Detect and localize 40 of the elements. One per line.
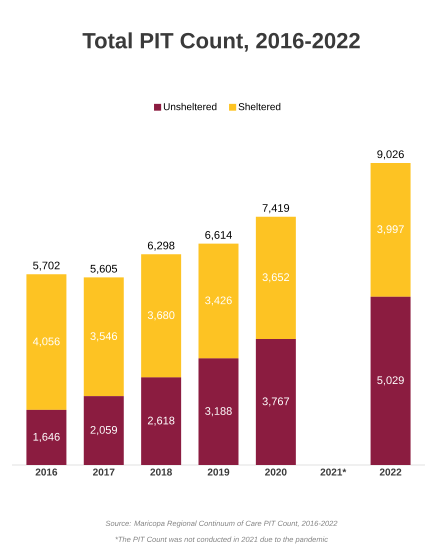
bar bbox=[198, 244, 238, 358]
total-label: 9,026 bbox=[377, 150, 404, 160]
data-label: 3,426 bbox=[205, 296, 232, 306]
legend-label: Unsheltered bbox=[164, 102, 216, 110]
data-label: 2,059 bbox=[90, 426, 118, 436]
data-label: 3,188 bbox=[205, 407, 232, 416]
chart-title: Total PIT Count, 2016-2022 bbox=[82, 32, 360, 52]
bar bbox=[256, 216, 296, 339]
data-label: 3,652 bbox=[262, 273, 290, 282]
x-tick-label: 2017 bbox=[93, 468, 114, 476]
total-label: 7,419 bbox=[262, 204, 290, 214]
data-label: 1,646 bbox=[33, 432, 60, 442]
x-tick-label: 2021* bbox=[320, 468, 346, 476]
data-label: 3,767 bbox=[262, 397, 290, 407]
total-label: 5,702 bbox=[33, 262, 60, 271]
data-label: 4,056 bbox=[32, 338, 60, 347]
bar bbox=[26, 410, 66, 465]
legend-label: Sheltered bbox=[238, 102, 280, 110]
x-tick-label: 2019 bbox=[208, 468, 230, 476]
data-label: 5,029 bbox=[377, 376, 404, 386]
bar bbox=[141, 377, 182, 465]
total-label: 6,298 bbox=[148, 242, 174, 251]
bar bbox=[84, 396, 124, 465]
bar bbox=[26, 274, 66, 410]
x-tick-label: 2022 bbox=[380, 468, 402, 476]
bar bbox=[198, 358, 238, 465]
x-tick-label: 2016 bbox=[36, 468, 58, 476]
x-tick-label: 2018 bbox=[150, 468, 172, 476]
total-label: 5,605 bbox=[90, 264, 118, 274]
bar bbox=[84, 277, 124, 396]
bar bbox=[370, 296, 411, 465]
total-label: 6,614 bbox=[205, 231, 232, 240]
bar bbox=[256, 338, 296, 465]
data-label: 3,680 bbox=[148, 311, 174, 320]
data-label: 3,997 bbox=[377, 225, 404, 234]
bar bbox=[370, 162, 411, 297]
bar bbox=[141, 254, 182, 378]
data-label: 3,546 bbox=[90, 332, 118, 342]
x-tick-label: 2020 bbox=[265, 468, 287, 476]
data-label: 2,618 bbox=[148, 416, 174, 426]
